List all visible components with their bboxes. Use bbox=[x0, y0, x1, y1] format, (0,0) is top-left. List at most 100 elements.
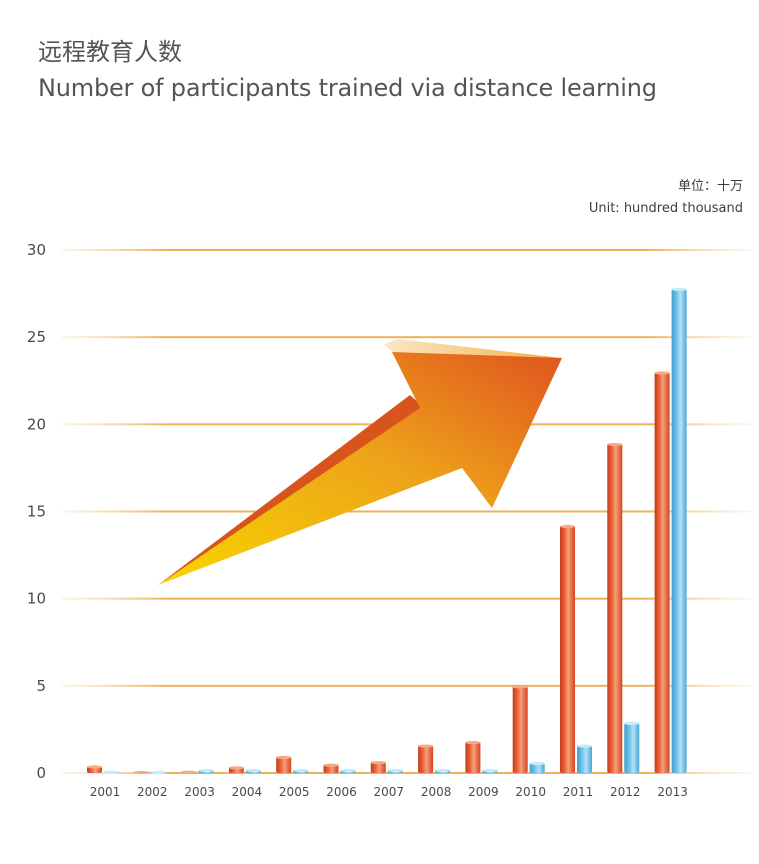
bar-series-2-body bbox=[529, 762, 545, 773]
bar-series-2 bbox=[624, 721, 640, 773]
x-tick-label: 2013 bbox=[657, 785, 688, 799]
bar-series-2-body bbox=[671, 288, 687, 773]
bar-series-1-body bbox=[654, 372, 670, 773]
bar-series-2 bbox=[671, 287, 687, 773]
y-tick-label: 25 bbox=[27, 328, 46, 346]
chart-title-chinese: 远程教育人数 bbox=[38, 38, 182, 66]
chart-title-english: Number of participants trained via dista… bbox=[38, 74, 657, 102]
trend-arrow bbox=[158, 339, 562, 585]
gridline bbox=[62, 684, 752, 687]
bar-series-1-cap bbox=[607, 442, 623, 447]
x-tick-label: 2008 bbox=[421, 785, 452, 799]
gridline bbox=[62, 772, 752, 774]
bar-series-1-cap bbox=[418, 744, 434, 748]
trend-arrow-side bbox=[158, 395, 425, 585]
gridline bbox=[62, 249, 752, 251]
unit-label: 单位：十万 Unit: hundred thousand bbox=[589, 176, 743, 220]
bar-series-2 bbox=[577, 744, 592, 773]
bar-series-2 bbox=[293, 768, 309, 773]
bar-series-1-cap bbox=[323, 763, 339, 767]
bar-series-2-cap bbox=[435, 768, 451, 773]
y-tick-label: 20 bbox=[27, 415, 46, 433]
gridline bbox=[62, 336, 752, 339]
bar-series-1 bbox=[654, 371, 670, 773]
bar-series-1-body bbox=[560, 525, 575, 773]
bar-series-1-body bbox=[465, 741, 481, 773]
bar-series-1 bbox=[228, 766, 244, 773]
bar-series-2-body bbox=[624, 722, 640, 773]
unit-label-chinese: 单位：十万 bbox=[677, 179, 743, 194]
bar-series-2 bbox=[435, 768, 451, 773]
x-tick-label: 2011 bbox=[563, 785, 594, 799]
bar-series-1-cap bbox=[228, 766, 244, 770]
x-tick-label: 2007 bbox=[374, 785, 405, 799]
bar-series-2 bbox=[340, 768, 356, 773]
bar-series-1 bbox=[134, 770, 150, 775]
bar-series-1-cap bbox=[181, 770, 197, 774]
bars-layer bbox=[87, 287, 687, 775]
bar-series-1-cap bbox=[87, 765, 102, 769]
bar-series-2-cap bbox=[577, 744, 592, 748]
bar-series-2 bbox=[482, 768, 498, 773]
y-tick-label: 15 bbox=[27, 503, 46, 521]
bar-series-2-cap bbox=[198, 768, 214, 773]
x-tick-label: 2009 bbox=[468, 785, 499, 799]
x-tick-label: 2002 bbox=[137, 785, 168, 799]
bar-series-2-cap bbox=[340, 768, 356, 773]
y-axis-ticks: 0 5 10 15 20 25 30 bbox=[27, 241, 46, 782]
x-tick-label: 2006 bbox=[326, 785, 357, 799]
bar-series-1-cap bbox=[654, 371, 670, 375]
trend-arrow-fold bbox=[384, 339, 562, 358]
bar-series-2-cap bbox=[293, 768, 309, 773]
bar-series-2-body bbox=[577, 745, 592, 773]
y-tick-label: 10 bbox=[27, 590, 46, 608]
y-tick-label: 5 bbox=[36, 677, 46, 695]
bar-series-2-cap bbox=[245, 768, 261, 773]
bar-series-1-cap bbox=[370, 761, 386, 765]
bar-series-1 bbox=[512, 685, 528, 773]
unit-label-english: Unit: hundred thousand bbox=[588, 201, 743, 216]
bar-series-1-cap bbox=[560, 524, 575, 529]
bar-series-2-cap bbox=[529, 761, 545, 766]
x-tick-label: 2004 bbox=[232, 785, 263, 799]
bar-series-1-cap bbox=[134, 770, 150, 775]
bar-series-1-cap bbox=[465, 741, 481, 745]
bar-series-1-cap bbox=[512, 685, 528, 689]
bar-series-1 bbox=[607, 442, 623, 773]
bar-series-1 bbox=[418, 744, 434, 773]
bar-series-1 bbox=[181, 770, 197, 774]
bar-series-2 bbox=[151, 770, 167, 775]
x-tick-label: 2003 bbox=[184, 785, 215, 799]
bar-series-2-cap bbox=[151, 770, 167, 775]
bar-series-2-cap bbox=[104, 770, 119, 774]
bar-series-1 bbox=[560, 524, 575, 773]
bar-series-2 bbox=[104, 770, 119, 774]
bar-series-2-cap bbox=[387, 768, 403, 773]
x-tick-label: 2012 bbox=[610, 785, 641, 799]
bar-series-2 bbox=[245, 768, 261, 773]
x-tick-label: 2010 bbox=[515, 785, 546, 799]
bar-series-1-body bbox=[418, 745, 434, 773]
bar-series-1-cap bbox=[276, 755, 292, 760]
x-tick-label: 2001 bbox=[90, 785, 121, 799]
bar-series-1 bbox=[276, 755, 292, 773]
gridline bbox=[62, 510, 752, 513]
bar-series-1-body bbox=[276, 756, 292, 773]
gridline bbox=[62, 597, 752, 600]
bar-series-2 bbox=[198, 768, 214, 773]
y-tick-label: 0 bbox=[36, 764, 46, 782]
x-tick-label: 2005 bbox=[279, 785, 310, 799]
x-axis-ticks: 2001 2002 2003 2004 2005 2006 2007 2008 2009 2010… bbox=[90, 785, 688, 799]
bar-series-2 bbox=[387, 768, 403, 773]
bar-series-1-body bbox=[370, 761, 386, 773]
bar-series-2 bbox=[529, 761, 545, 773]
y-tick-label: 30 bbox=[27, 241, 46, 259]
bar-series-2-cap bbox=[624, 721, 640, 726]
bar-series-2-cap bbox=[482, 768, 498, 773]
bar-series-1 bbox=[465, 741, 481, 773]
trend-arrow-body bbox=[158, 348, 562, 585]
bar-series-1 bbox=[323, 763, 339, 773]
bar-series-1-body bbox=[607, 443, 623, 773]
grid-layer bbox=[62, 249, 752, 774]
